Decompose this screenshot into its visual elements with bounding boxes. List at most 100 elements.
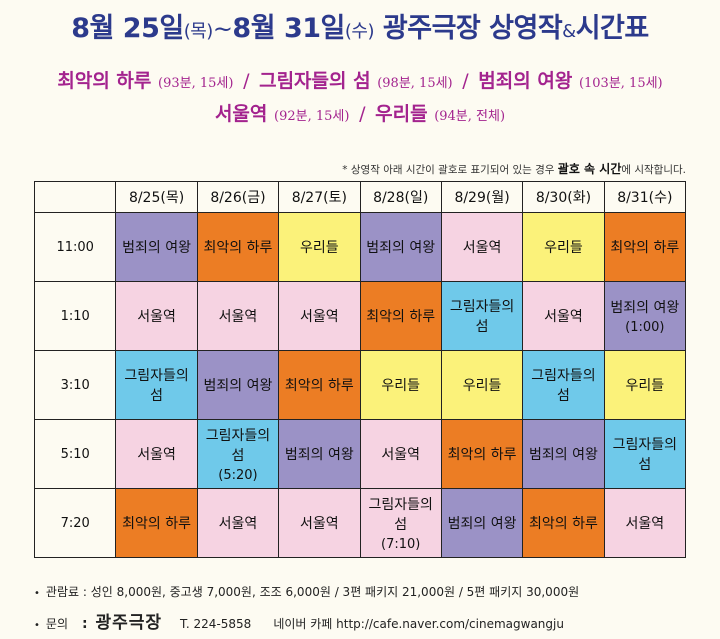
day-header: 8/31(수) (603, 181, 687, 213)
screening-title: 범죄의 여왕 (122, 240, 191, 256)
movie-meta: (93분, 15세) (158, 76, 234, 91)
contact-info: • 문의: 광주극장 T. 224-5858 네이버 카페 http://cafe.n… (34, 608, 564, 633)
screening-cell: 그림자들의 섬 (440, 281, 524, 351)
screening-title: 최악의 하루 (529, 516, 598, 532)
note-prefix: * 상영작 아래 시간이 괄호로 표기되어 있는 경우 (342, 164, 555, 176)
screening-start-time: (5:20) (218, 468, 258, 483)
schedule-row: 1:10 서울역 서울역 서울역 최악의 하루 그림자들의 섬 서울역 범죄의 여왕 (1:00… (33, 281, 687, 351)
corner-cell (33, 181, 117, 213)
note-bold: 괄호 속 시간 (557, 162, 622, 176)
screening-cell: 그림자들의 섬 (522, 350, 605, 420)
screening-cell: 범죄의 여왕 (359, 212, 442, 282)
screening-cell: 범죄의 여왕 (115, 212, 198, 282)
screening-title: 서울역 (137, 447, 176, 463)
screening-cell: 서울역 (278, 281, 361, 351)
screening-title: 우리들 (299, 240, 339, 256)
time-slot: 7:20 (33, 488, 117, 558)
screening-cell: 우리들 (359, 350, 442, 420)
screening-title: 그림자들의 섬 (368, 497, 433, 533)
screening-start-time: (1:00) (625, 320, 665, 335)
screening-title: 범죄의 여왕 (529, 447, 598, 463)
screening-title: 서울역 (218, 309, 258, 325)
schedule-header-row: 8/25(목) 8/26(금) 8/27(토) 8/28(일) 8/29(월) … (33, 181, 687, 213)
schedule-table: 8/25(목) 8/26(금) 8/27(토) 8/28(일) 8/29(월) … (33, 181, 687, 558)
screening-cell: 우리들 (440, 350, 524, 420)
screening-title: 그림자들의 섬 (205, 428, 271, 464)
screening-title: 최악의 하루 (447, 447, 517, 463)
screening-title: 우리들 (544, 240, 583, 256)
movie-list-line-1: 최악의 하루 (93분, 15세) / 그림자들의 섬 (98분, 15세) /… (0, 66, 720, 93)
screening-title: 범죄의 여왕 (203, 378, 273, 394)
schedule-row: 11:00 범죄의 여왕 최악의 하루 우리들 범죄의 여왕 서울역 우리들 최악의 하루 (33, 212, 687, 282)
price-text: 성인 8,000원, 중고생 7,000원, 조조 6,000원 / 3편 패키… (90, 585, 580, 599)
screening-cell: 최악의 하루 (440, 419, 524, 489)
time-slot: 1:10 (33, 281, 117, 351)
date-tilde: ~ (212, 15, 233, 43)
schedule-row: 7:20 최악의 하루 서울역 서울역 그림자들의 섬 (7:10) 범죄의 여왕 최악의 하… (33, 488, 687, 558)
screening-cell: 최악의 하루 (278, 350, 361, 420)
title-amp: & (562, 21, 576, 42)
screening-title: 그림자들의 섬 (449, 299, 515, 335)
screening-title: 범죄의 여왕 (610, 300, 680, 316)
theater-name: 광주극장 (95, 613, 162, 633)
movie-title: 그림자들의 섬 (259, 70, 371, 92)
screening-title: 서울역 (299, 516, 339, 532)
screening-cell: 그림자들의 섬 (603, 419, 687, 489)
screening-cell: 서울역 (440, 212, 524, 282)
movie-meta: (103분, 15세) (578, 76, 663, 91)
screening-title: 범죄의 여왕 (366, 240, 436, 256)
screening-title: 최악의 하루 (203, 240, 273, 256)
screening-cell: 범죄의 여왕 (196, 350, 280, 420)
screening-cell: 범죄의 여왕 (1:00) (603, 281, 687, 351)
cafe-url[interactable]: http://cafe.naver.com/cinemagwangju (336, 617, 564, 631)
screening-title: 우리들 (381, 378, 420, 394)
screening-cell: 서울역 (522, 281, 605, 351)
screening-title: 서울역 (462, 240, 502, 256)
screening-cell: 서울역 (359, 419, 442, 489)
movie-meta: (94분, 전체) (434, 109, 506, 124)
day-header: 8/27(토) (278, 181, 361, 213)
movie-title: 범죄의 여왕 (478, 70, 573, 92)
schedule-note: * 상영작 아래 시간이 괄호로 표기되어 있는 경우 괄호 속 시간에 시작합… (342, 160, 686, 177)
screening-title: 서울역 (218, 516, 258, 532)
movie-separator: / (359, 103, 366, 125)
screening-title: 서울역 (299, 309, 339, 325)
screening-title: 그림자들의 섬 (124, 368, 189, 404)
contact-label: 문의 (45, 617, 68, 631)
screening-title: 서울역 (544, 309, 583, 325)
screening-title: 서울역 (381, 447, 420, 463)
screening-cell: 서울역 (196, 488, 280, 558)
screening-title: 우리들 (462, 378, 502, 394)
movie-title: 서울역 (214, 103, 268, 125)
day-header: 8/26(금) (196, 181, 280, 213)
start-date: 8월 25일 (71, 13, 184, 44)
screening-cell: 최악의 하루 (359, 281, 442, 351)
screening-cell: 서울역 (603, 488, 687, 558)
screening-title: 최악의 하루 (122, 516, 191, 532)
screening-title: 그림자들의 섬 (531, 368, 596, 404)
screening-title: 서울역 (625, 516, 665, 532)
movie-meta: (92분, 15세) (274, 109, 350, 124)
movie-separator: / (462, 70, 469, 92)
cafe-label: 네이버 카페 (273, 617, 333, 631)
schedule-row: 5:10 서울역 그림자들의 섬 (5:20) 범죄의 여왕 서울역 최악의 하루 범죄의 여… (33, 419, 687, 489)
time-slot: 3:10 (33, 350, 117, 420)
screening-cell: 최악의 하루 (196, 212, 280, 282)
screening-cell: 범죄의 여왕 (278, 419, 361, 489)
time-slot: 11:00 (33, 212, 117, 282)
screening-cell: 그림자들의 섬 (5:20) (196, 419, 280, 489)
screening-cell: 그림자들의 섬 (115, 350, 198, 420)
movie-title: 우리들 (375, 103, 428, 125)
day-header: 8/29(월) (440, 181, 524, 213)
movie-separator: / (243, 70, 250, 92)
screening-cell: 범죄의 여왕 (440, 488, 524, 558)
screening-cell: 우리들 (522, 212, 605, 282)
screening-start-time: (7:10) (381, 537, 421, 552)
day-header: 8/28(일) (359, 181, 442, 213)
movie-meta: (98분, 15세) (377, 76, 453, 91)
screening-cell: 서울역 (196, 281, 280, 351)
movie-list-line-2: 서울역 (92분, 15세) / 우리들 (94분, 전체) (0, 99, 720, 126)
time-slot: 5:10 (33, 419, 117, 489)
screening-title: 최악의 하루 (284, 378, 354, 394)
screening-cell: 최악의 하루 (115, 488, 198, 558)
